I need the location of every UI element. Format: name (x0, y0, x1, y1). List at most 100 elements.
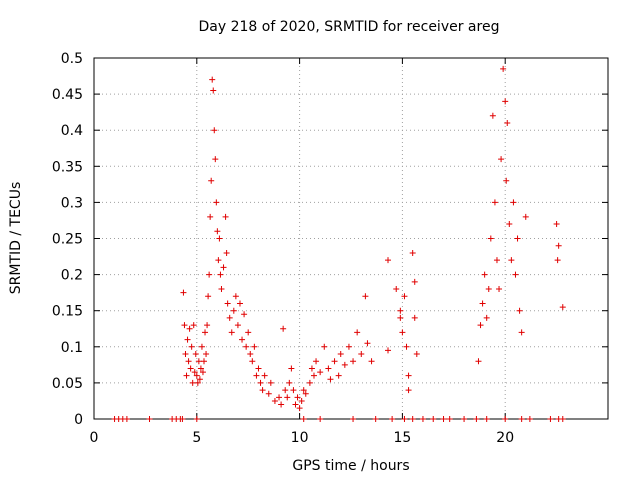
data-point (211, 127, 218, 134)
data-point (554, 257, 561, 264)
data-point (302, 390, 309, 397)
data-point (220, 264, 227, 271)
data-point (223, 249, 230, 256)
x-tick-label: 15 (393, 430, 411, 446)
data-point (271, 397, 278, 404)
data-point (206, 271, 213, 278)
x-tick-label: 10 (291, 430, 309, 446)
data-point (362, 293, 369, 300)
data-point (440, 416, 447, 422)
x-tick-label: 0 (90, 430, 99, 446)
data-point (306, 379, 313, 386)
data-point (146, 416, 153, 422)
chart-title: Day 218 of 2020, SRMTID for receiver are… (199, 19, 500, 35)
data-point (317, 369, 324, 376)
data-point (502, 416, 509, 422)
data-point (555, 242, 562, 249)
data-point (430, 416, 437, 422)
data-point (325, 365, 332, 372)
data-point (413, 351, 420, 358)
data-point (193, 372, 200, 379)
data-point (300, 387, 307, 394)
grid-lines (94, 58, 608, 419)
data-point (300, 416, 307, 422)
data-point (411, 314, 418, 321)
data-point (255, 365, 262, 372)
y-tick-label: 0.15 (52, 304, 83, 320)
data-point (282, 387, 289, 394)
data-point (224, 300, 231, 307)
data-point (210, 87, 217, 94)
y-tick-label: 0 (74, 412, 83, 428)
data-point (189, 379, 196, 386)
y-tick-label: 0.1 (61, 340, 83, 356)
data-point (473, 416, 480, 422)
y-tick-label: 0.35 (52, 159, 83, 175)
data-point (208, 177, 215, 184)
data-point (331, 358, 338, 365)
data-point (286, 379, 293, 386)
y-axis-label: SRMTID / TECUs (8, 182, 24, 295)
data-point (522, 213, 529, 220)
data-point (236, 300, 243, 307)
data-point (335, 372, 342, 379)
data-point (504, 119, 511, 126)
data-point (203, 351, 210, 358)
data-point (234, 322, 241, 329)
data-point (493, 257, 500, 264)
data-point (512, 271, 519, 278)
x-tick-label: 5 (192, 430, 201, 446)
data-point (192, 351, 199, 358)
data-point (188, 343, 195, 350)
y-tick-label: 0.2 (61, 268, 83, 284)
data-point (179, 416, 186, 422)
y-tick-label: 0.25 (52, 232, 83, 248)
data-point (259, 387, 266, 394)
data-point (184, 336, 191, 343)
y-tick-labels: 0 0.05 0.1 0.15 0.2 0.25 0.3 0.35 0.4 0.45 0.5 (52, 51, 83, 428)
data-point (385, 257, 392, 264)
data-point (385, 347, 392, 354)
data-point (245, 329, 252, 336)
data-point (345, 343, 352, 350)
data-point (368, 358, 375, 365)
data-point (187, 365, 194, 372)
data-point (518, 416, 525, 422)
data-point (212, 156, 219, 163)
data-point (321, 343, 328, 350)
data-point (489, 112, 496, 119)
data-point (308, 365, 315, 372)
data-point (200, 358, 207, 365)
data-point (526, 416, 533, 422)
data-point (218, 286, 225, 293)
data-point (350, 416, 357, 422)
data-point (249, 358, 256, 365)
data-point (364, 340, 371, 347)
data-point (485, 286, 492, 293)
data-point (496, 286, 503, 293)
data-point (393, 286, 400, 293)
data-point (401, 293, 408, 300)
data-point (409, 249, 416, 256)
data-point (261, 372, 268, 379)
data-point (510, 199, 517, 206)
data-point (405, 372, 412, 379)
data-point (182, 351, 189, 358)
data-point (401, 416, 408, 422)
data-point (290, 387, 297, 394)
data-point (405, 387, 412, 394)
data-point (446, 416, 453, 422)
data-point (213, 199, 220, 206)
data-point (479, 300, 486, 307)
data-point (372, 416, 379, 422)
data-point (217, 271, 224, 278)
data-point (317, 416, 324, 422)
data-point (503, 177, 510, 184)
y-tick-label: 0.05 (52, 376, 83, 392)
data-point (197, 365, 204, 372)
data-point (204, 322, 211, 329)
data-point (185, 358, 192, 365)
data-point (278, 401, 285, 408)
data-point (506, 221, 513, 228)
